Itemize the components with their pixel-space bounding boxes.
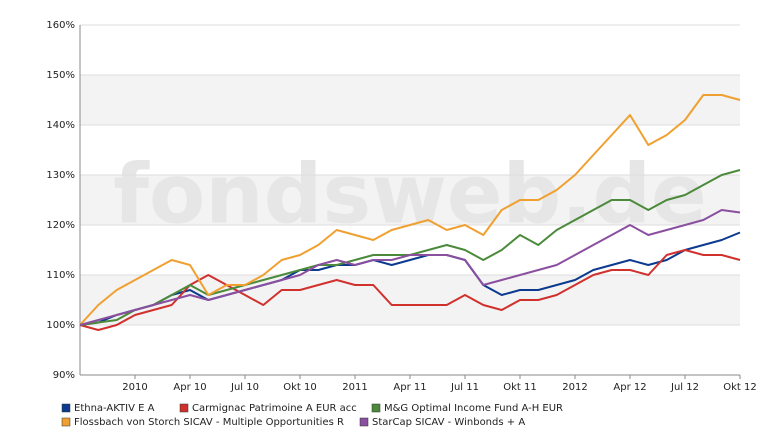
y-tick-label: 160% bbox=[46, 20, 75, 31]
y-tick-label: 110% bbox=[46, 270, 75, 281]
legend-label: M&G Optimal Income Fund A-H EUR bbox=[384, 403, 563, 414]
grid-band bbox=[80, 75, 740, 125]
x-tick-label: Okt 12 bbox=[723, 382, 757, 393]
x-tick-label: 2012 bbox=[562, 382, 587, 393]
legend-label: Flossbach von Storch SICAV - Multiple Op… bbox=[74, 417, 344, 428]
y-tick-label: 140% bbox=[46, 120, 75, 131]
legend-label: Carmignac Patrimoine A EUR acc bbox=[192, 403, 357, 414]
x-tick-label: Apr 12 bbox=[613, 382, 646, 393]
x-tick-label: Jul 10 bbox=[230, 382, 259, 393]
x-tick-label: Jul 11 bbox=[450, 382, 479, 393]
x-tick-label: Apr 10 bbox=[173, 382, 206, 393]
legend-swatch bbox=[61, 403, 71, 413]
x-tick-label: 2010 bbox=[122, 382, 147, 393]
legend-swatch bbox=[359, 417, 369, 427]
legend-label: Ethna-AKTIV E A bbox=[74, 403, 155, 414]
y-tick-label: 120% bbox=[46, 220, 75, 231]
watermark: fondsweb.de bbox=[113, 147, 706, 242]
x-tick-label: Apr 11 bbox=[393, 382, 426, 393]
series-line bbox=[79, 209, 741, 326]
grid-band bbox=[80, 275, 740, 325]
legend-swatch bbox=[61, 417, 71, 427]
x-tick-label: Jul 12 bbox=[670, 382, 699, 393]
legend-label: StarCap SICAV - Winbonds + A bbox=[372, 417, 525, 428]
y-tick-label: 100% bbox=[46, 320, 75, 331]
series-line bbox=[79, 94, 741, 326]
y-tick-label: 90% bbox=[53, 370, 75, 381]
y-tick-label: 150% bbox=[46, 70, 75, 81]
x-tick-label: 2011 bbox=[342, 382, 367, 393]
legend-swatch bbox=[371, 403, 381, 413]
x-tick-label: Okt 11 bbox=[503, 382, 537, 393]
x-tick-label: Okt 10 bbox=[283, 382, 317, 393]
y-tick-label: 130% bbox=[46, 170, 75, 181]
series-line bbox=[79, 231, 741, 326]
legend-swatch bbox=[179, 403, 189, 413]
